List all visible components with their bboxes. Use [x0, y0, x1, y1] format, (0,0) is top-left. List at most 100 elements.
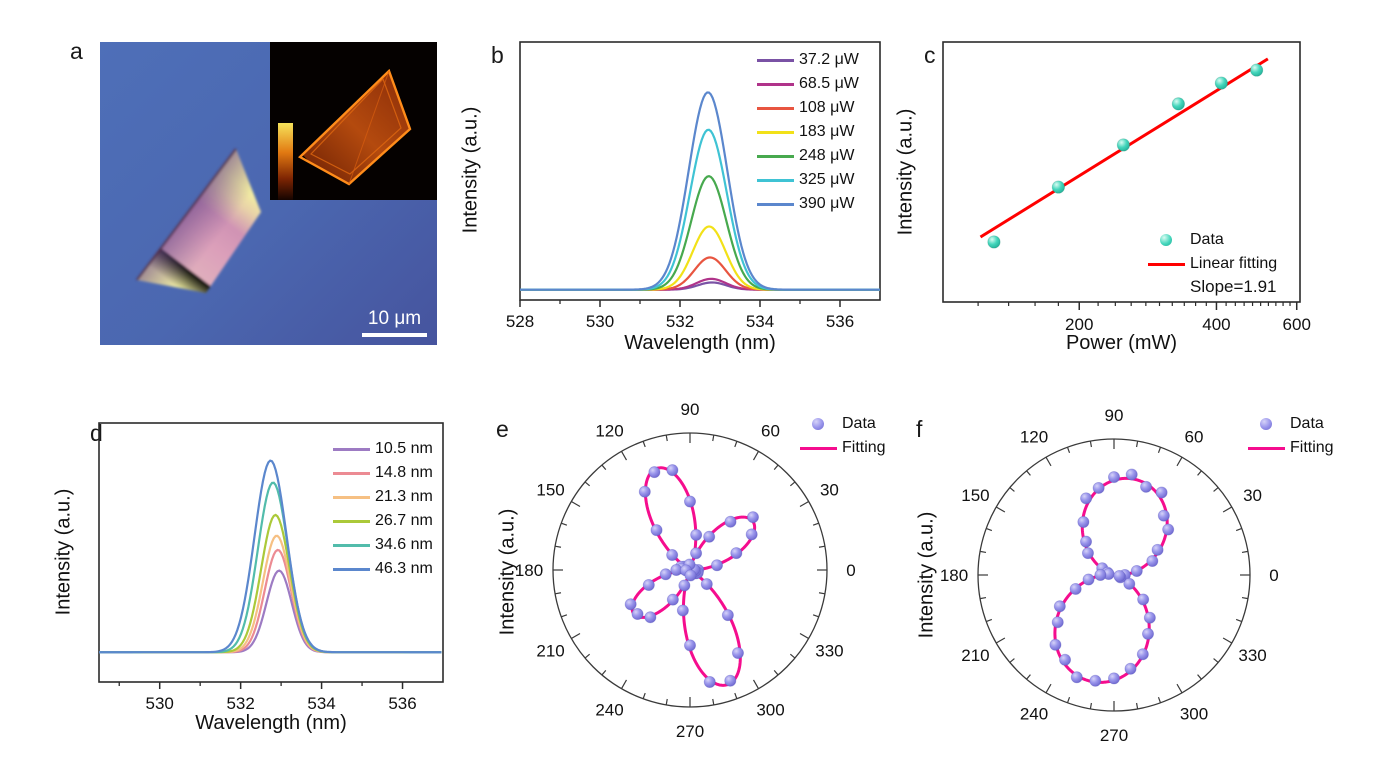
polar-data-point	[631, 608, 644, 621]
polar-data-point	[1080, 492, 1093, 505]
d-y-axis-title: Intensity (a.u.)	[52, 488, 75, 616]
polar-data-point	[1155, 486, 1168, 499]
polar-data-point	[644, 611, 657, 624]
polar-data-point	[638, 485, 651, 498]
polar-data-point	[650, 524, 663, 537]
legend-line-marker	[1148, 262, 1185, 266]
polar-data-point	[1089, 674, 1102, 687]
polar-data-point	[1092, 481, 1105, 494]
polar-data-point	[1157, 509, 1170, 522]
plot-frame	[98, 422, 444, 683]
legend-row: 14.8 nm	[333, 461, 433, 485]
legend-line-marker	[757, 58, 794, 62]
legend-row: 10.5 nm	[333, 437, 433, 461]
angle-tick-label: 150	[961, 486, 989, 505]
polar-data-point	[690, 547, 703, 560]
legend-row: Data	[800, 412, 886, 436]
spectrum-curve	[99, 569, 442, 654]
legend-row: 37.2 μW	[757, 48, 859, 72]
polar-data-point	[683, 495, 696, 508]
polar-data-point	[1082, 573, 1095, 586]
f-legend: Data Fitting	[1248, 412, 1334, 460]
legend-row: 183 μW	[757, 120, 859, 144]
legend-label: 26.7 nm	[375, 512, 433, 529]
polar-data-point	[700, 578, 713, 591]
angle-tick-label: 330	[1238, 646, 1266, 665]
x-tick-label: 400	[1202, 315, 1230, 334]
polar-data-point	[676, 604, 689, 617]
legend-dot-marker	[1160, 234, 1172, 246]
legend-line-marker	[333, 495, 370, 499]
legend-line-marker	[800, 446, 837, 450]
f-y-axis-title: Intensity (a.u.)	[915, 511, 938, 639]
data-point	[1116, 138, 1131, 152]
polar-data-point	[1124, 662, 1137, 675]
legend-line-marker	[757, 130, 794, 134]
polar-data-point	[1077, 515, 1090, 528]
c-power-dependence-chart: 200 400 600	[942, 41, 1311, 334]
polar-data-point	[1094, 568, 1107, 581]
legend-label: 34.6 nm	[375, 536, 433, 553]
data-point	[987, 235, 1001, 249]
shg-mapping-inset	[270, 42, 437, 200]
legend-line-marker	[1248, 446, 1285, 450]
legend-label: 46.3 nm	[375, 560, 433, 577]
angle-tick-label: 150	[536, 481, 564, 500]
legend-line-marker	[333, 543, 370, 547]
polar-data-point	[710, 559, 723, 572]
legend-line-marker	[757, 202, 794, 206]
legend-dot-marker	[1260, 418, 1272, 430]
legend-label: 14.8 nm	[375, 464, 433, 481]
scale-bar: 10 μm	[362, 308, 427, 337]
legend-dot-marker	[812, 418, 824, 430]
polar-data-point	[683, 639, 696, 652]
polar-data-point	[666, 549, 679, 562]
angle-tick-label: 270	[1100, 726, 1128, 745]
polar-data-point	[1141, 627, 1154, 640]
b-x-axis-title: Wavelength (nm)	[624, 332, 776, 354]
angle-tick-label: 120	[595, 422, 623, 441]
polar-data-point	[1130, 564, 1143, 577]
angle-tick-label: 240	[595, 700, 623, 719]
angle-tick-label: 210	[961, 646, 989, 665]
angle-tick-label: 90	[1105, 406, 1124, 425]
spectrum-curve	[520, 91, 880, 291]
x-tick-label: 530	[586, 312, 614, 331]
legend-label: 248 μW	[799, 147, 855, 164]
legend-line-marker	[333, 471, 370, 475]
legend-row: 108 μW	[757, 96, 859, 120]
scale-bar-line	[362, 333, 427, 337]
legend-row: Fitting	[800, 436, 886, 460]
x-tick-label: 530	[146, 694, 174, 713]
legend-row: Fitting	[1248, 436, 1334, 460]
d-legend: 10.5 nm 14.8 nm 21.3 nm 26.7 nm 34.6 nm 46.3 …	[333, 437, 433, 581]
legend-label: 37.2 μW	[799, 51, 859, 68]
angle-tick-label: 330	[815, 642, 843, 661]
data-point	[1171, 97, 1185, 111]
polar-data-point	[648, 466, 661, 479]
angle-tick-label: 210	[536, 642, 564, 661]
angle-tick-label: 300	[1180, 705, 1208, 724]
b-legend: 37.2 μW 68.5 μW 108 μW 183 μW 248 μW 325 μW 39…	[757, 48, 859, 216]
panel-b-label: b	[491, 42, 504, 68]
polar-data-point	[1069, 582, 1082, 595]
polar-data-point	[659, 568, 672, 581]
panel-a-label: a	[70, 38, 83, 64]
polar-data-point	[1070, 671, 1083, 684]
legend-line-marker	[757, 154, 794, 158]
legend-row: 68.5 μW	[757, 72, 859, 96]
e-legend: Data Fitting	[800, 412, 886, 460]
polar-data-point	[1080, 535, 1093, 548]
angle-tick-label: 180	[940, 566, 968, 585]
x-tick-label: 534	[746, 312, 774, 331]
c-legend: Data Linear fitting	[1148, 228, 1277, 276]
polar-data-point	[684, 569, 697, 582]
b-y-axis-title: Intensity (a.u.)	[459, 106, 482, 234]
panel-c-label: c	[924, 42, 936, 68]
legend-line-marker	[757, 82, 794, 86]
polar-data-point	[703, 530, 716, 543]
polar-data-point	[1140, 480, 1153, 493]
angle-tick-label: 0	[846, 561, 855, 580]
polar-data-point	[690, 528, 703, 541]
